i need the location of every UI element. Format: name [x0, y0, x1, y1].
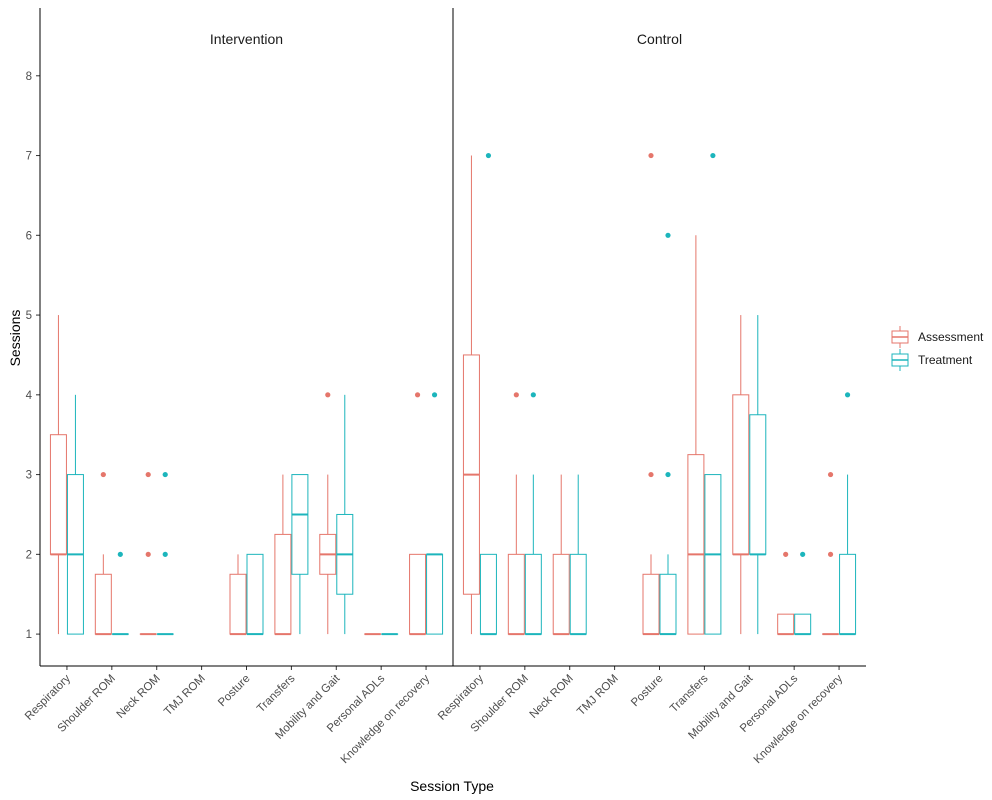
- outlier-point: [530, 392, 536, 398]
- legend-label: Assessment: [918, 330, 984, 344]
- legend: Assessment Treatment: [891, 326, 984, 371]
- legend-label: Treatment: [918, 353, 973, 367]
- box-treatment-neck-rom: [156, 471, 174, 636]
- y-tick-label: 4: [26, 390, 33, 402]
- outlier-point: [665, 471, 671, 478]
- box-treatment-posture: [659, 232, 677, 636]
- box-assessment-knowledge-on-recovery: [822, 471, 840, 636]
- outlier-point: [844, 392, 851, 398]
- y-tick-label: 6: [26, 230, 32, 242]
- axes: Sessions Session Type: [7, 310, 494, 794]
- outlier-point: [162, 551, 168, 557]
- box-assessment-posture: [229, 554, 247, 636]
- box-assessment-respiratory: [49, 315, 67, 635]
- box-treatment-transfers: [704, 152, 722, 635]
- box-treatment-respiratory: [66, 394, 84, 635]
- box-assessment-posture: [642, 152, 660, 636]
- box-assessment-neck-rom: [552, 474, 570, 636]
- outlier-point: [648, 471, 654, 478]
- y-axis-title: Sessions: [7, 310, 23, 367]
- box-rect: [291, 474, 309, 575]
- outlier-point: [431, 392, 438, 398]
- panel-title-1: Control: [637, 31, 682, 47]
- outlier-point: [485, 152, 492, 159]
- outlier-point: [827, 471, 834, 478]
- box-treatment-knowledge-on-recovery: [426, 392, 444, 635]
- x-axis-title: Session Type: [410, 778, 494, 794]
- box-treatment-transfers: [291, 474, 309, 635]
- box-assessment-mobility-and-gait: [732, 315, 750, 635]
- outlier-point: [783, 551, 789, 557]
- box-assessment-transfers: [687, 235, 705, 635]
- y-tick-label: 8: [26, 71, 32, 83]
- y-tick-label: 5: [26, 310, 32, 322]
- outlier-point: [117, 551, 123, 557]
- box-treatment-respiratory: [479, 152, 497, 636]
- box-rect: [687, 454, 705, 635]
- legend-key-treatment: Treatment: [891, 349, 973, 371]
- outlier-point: [665, 232, 671, 238]
- box-treatment-shoulder-rom: [111, 551, 129, 636]
- outlier-point: [827, 551, 834, 557]
- box-assessment-transfers: [274, 474, 292, 636]
- panel-title-0: Intervention: [210, 31, 283, 47]
- box-treatment-personal-adls: [794, 551, 812, 636]
- box-assessment-shoulder-rom: [94, 471, 112, 636]
- box-treatment-mobility-and-gait: [336, 394, 354, 635]
- box-assessment-shoulder-rom: [507, 392, 525, 636]
- box-treatment-neck-rom: [569, 474, 587, 636]
- y-tick-label: 3: [26, 470, 32, 482]
- box-treatment-shoulder-rom: [524, 392, 542, 636]
- outlier-point: [513, 392, 519, 398]
- box-treatment-mobility-and-gait: [749, 315, 767, 635]
- box-assessment-knowledge-on-recovery: [409, 392, 427, 636]
- outlier-point: [414, 392, 421, 398]
- box-assessment-mobility-and-gait: [319, 392, 337, 635]
- y-tick-label: 7: [26, 151, 32, 163]
- y-tick-label: 1: [26, 629, 32, 641]
- outlier-point: [800, 551, 806, 557]
- box-assessment-personal-adls: [777, 551, 795, 636]
- box-treatment-posture: [246, 553, 264, 636]
- outlier-point: [710, 152, 716, 159]
- outlier-point: [100, 471, 106, 478]
- outlier-point: [162, 471, 168, 478]
- outlier-point: [325, 392, 331, 398]
- y-tick-label: 2: [26, 549, 32, 561]
- legend-key-assessment: Assessment: [891, 326, 984, 348]
- box-assessment-respiratory: [462, 155, 480, 635]
- outlier-point: [145, 551, 151, 557]
- box-assessment-neck-rom: [139, 471, 157, 636]
- box-treatment-knowledge-on-recovery: [839, 392, 857, 636]
- outlier-point: [648, 152, 654, 159]
- outlier-point: [145, 471, 151, 478]
